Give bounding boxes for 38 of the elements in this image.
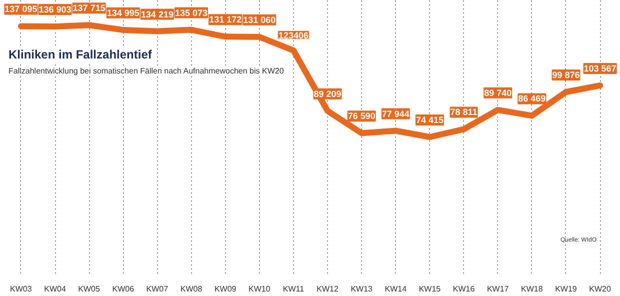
data-label: 134 219 <box>140 9 174 20</box>
text: Kliniken im Fallzahlentief <box>8 48 153 62</box>
x-tick-label: KW19 <box>555 284 578 294</box>
x-tick-label: KW16 <box>452 284 476 294</box>
x-tick-label: KW12 <box>316 284 339 294</box>
data-label: 136 903 <box>38 4 72 15</box>
x-tick-label: KW06 <box>112 284 135 294</box>
x-tick-label: KW13 <box>350 284 374 294</box>
data-label: 131 172 <box>209 14 242 25</box>
data-label: 86 469 <box>518 94 546 104</box>
x-tick-label: KW15 <box>418 284 442 294</box>
data-label: 123406 <box>278 30 308 40</box>
data-label: 74 415 <box>416 115 444 125</box>
x-tick-label: KW04 <box>44 284 66 294</box>
x-tick-label: KW03 <box>10 284 32 294</box>
text: Fallzahlentwicklung bei somatischen Fällen nach Aufnahmewochen bis KW20 <box>8 66 284 76</box>
x-tick-label: KW08 <box>180 284 203 294</box>
x-tick-label: KW18 <box>521 284 544 294</box>
x-tick-label: KW20 <box>589 284 612 294</box>
data-label: 134 995 <box>106 8 140 18</box>
data-label: 103 567 <box>584 63 616 74</box>
x-tick-label: KW09 <box>214 284 237 294</box>
x-tick-label: KW10 <box>248 284 271 294</box>
data-label: 131 060 <box>243 14 276 25</box>
x-tick-label: KW11 <box>282 284 305 294</box>
data-label: 99 876 <box>552 70 580 80</box>
data-label: 135 073 <box>175 8 208 18</box>
data-label: 77 944 <box>382 108 410 119</box>
data-label: 76 590 <box>348 111 376 122</box>
data-label: 78 811 <box>450 107 478 118</box>
data-label: 89 740 <box>484 88 512 98</box>
x-tick-label: KW17 <box>486 284 510 294</box>
data-label: 137 715 <box>72 3 106 14</box>
data-label: 137 095 <box>4 4 38 14</box>
x-tick-label: KW05 <box>78 284 101 294</box>
data-label: 89 209 <box>314 88 342 99</box>
x-tick-label: KW14 <box>384 284 408 294</box>
x-tick-label: KW07 <box>146 284 169 294</box>
